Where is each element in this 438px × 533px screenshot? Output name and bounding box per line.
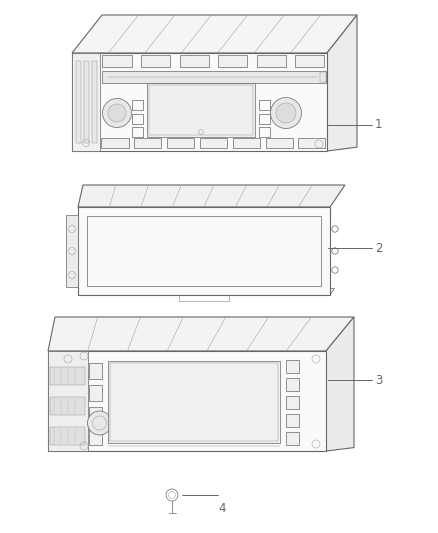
Circle shape [102, 99, 131, 127]
Text: 1: 1 [375, 118, 382, 132]
Bar [48, 351, 326, 451]
Text: 3: 3 [375, 374, 382, 386]
Bar [78, 207, 330, 295]
Bar [200, 138, 227, 148]
Bar [149, 85, 253, 135]
Bar [48, 351, 88, 451]
Bar [84, 61, 89, 143]
Bar [180, 55, 208, 67]
Bar [286, 414, 299, 427]
Bar [266, 138, 293, 148]
Circle shape [276, 103, 296, 123]
Bar [132, 100, 143, 110]
Bar [92, 61, 97, 143]
Circle shape [271, 98, 301, 128]
Bar [286, 378, 299, 391]
Bar [233, 138, 260, 148]
Bar [89, 429, 102, 445]
Bar [76, 61, 81, 143]
Polygon shape [327, 15, 357, 151]
Bar [296, 55, 325, 67]
Bar [259, 100, 270, 110]
Bar [147, 83, 255, 137]
Bar [108, 361, 280, 443]
Bar [87, 216, 321, 286]
Bar [110, 363, 278, 441]
Bar [286, 432, 299, 445]
Bar [72, 53, 100, 151]
Bar [50, 397, 85, 415]
Polygon shape [78, 288, 335, 295]
Bar [286, 396, 299, 409]
Bar [89, 385, 102, 401]
Circle shape [108, 104, 126, 122]
Polygon shape [78, 185, 345, 207]
Bar [89, 407, 102, 423]
Circle shape [88, 411, 112, 435]
Bar [50, 367, 85, 385]
Bar [257, 55, 286, 67]
Bar [141, 55, 170, 67]
Bar [72, 53, 327, 151]
Bar [167, 138, 194, 148]
Bar [66, 215, 78, 287]
Bar [102, 55, 131, 67]
Bar [89, 363, 102, 379]
Bar [259, 127, 270, 137]
Bar [259, 114, 270, 124]
Text: 2: 2 [375, 241, 382, 254]
Bar [218, 55, 247, 67]
Bar [102, 138, 128, 148]
Text: 4: 4 [218, 503, 226, 515]
Polygon shape [72, 15, 357, 53]
Bar [319, 72, 325, 82]
Polygon shape [326, 317, 354, 451]
Bar [50, 427, 85, 445]
Bar [299, 138, 325, 148]
Bar [132, 114, 143, 124]
Bar [134, 138, 161, 148]
Bar [102, 71, 326, 83]
Bar [286, 360, 299, 373]
Polygon shape [48, 317, 354, 351]
Bar [132, 127, 143, 137]
